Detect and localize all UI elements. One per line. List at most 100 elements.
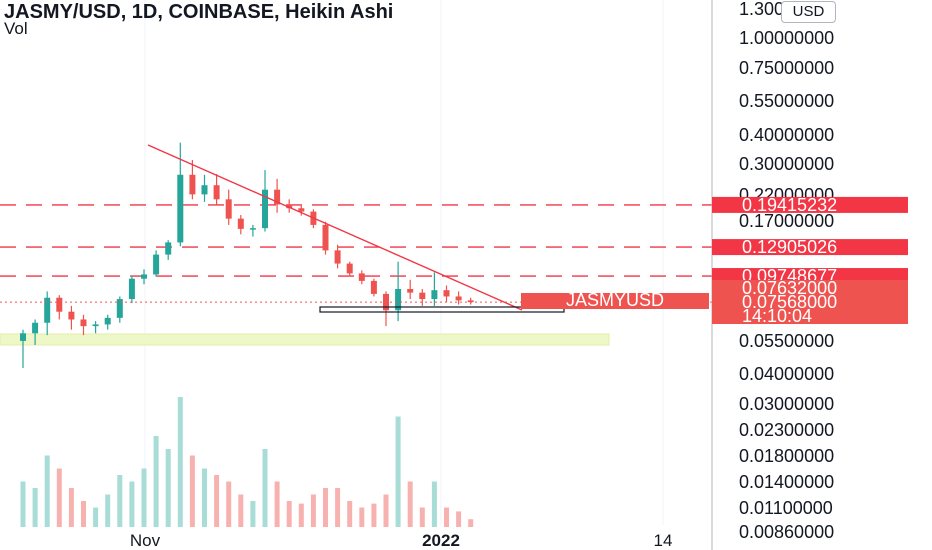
candle-body xyxy=(467,300,474,303)
price-badges: 0.194152320.129050260.097486770.07632000… xyxy=(712,195,908,326)
price-badge xyxy=(712,294,908,310)
candle-body xyxy=(165,242,172,255)
volume-bar xyxy=(153,436,159,527)
volume-bar xyxy=(93,507,99,527)
price-badge-label: 14:10:04 xyxy=(742,306,812,326)
volume-bar xyxy=(383,494,389,527)
volume-bar xyxy=(56,468,62,527)
grid-lines xyxy=(144,0,664,525)
volume-bar xyxy=(238,494,244,527)
candle-body xyxy=(443,290,450,297)
volume-bars xyxy=(20,397,474,527)
support-range-box[interactable] xyxy=(319,306,565,313)
volume-bar xyxy=(274,481,280,527)
volume-bar xyxy=(117,475,123,527)
volume-bar xyxy=(407,481,413,527)
volume-bar xyxy=(250,501,256,527)
volume-bar xyxy=(444,507,449,527)
volume-bar xyxy=(165,449,171,527)
volume-bar xyxy=(129,481,135,527)
volume-label[interactable]: Vol xyxy=(4,19,28,38)
price-badge xyxy=(712,280,908,296)
candle-body xyxy=(80,319,87,327)
volume-bar xyxy=(105,494,111,527)
candle-body xyxy=(395,288,402,311)
price-tick-label: 0.04000000 xyxy=(739,364,834,384)
candle-body xyxy=(334,250,341,264)
candle-body xyxy=(225,199,232,219)
volume-bar xyxy=(68,488,74,527)
candle-body xyxy=(262,189,268,229)
price-tick-label: 0.75000000 xyxy=(739,58,834,78)
price-badge xyxy=(712,196,908,213)
price-tick-label: 0.01400000 xyxy=(739,472,834,492)
time-tick-label: 2022 xyxy=(422,531,460,550)
volume-bar xyxy=(298,503,304,527)
price-badge-label: 0.07568000 xyxy=(742,292,837,312)
price-badge xyxy=(712,239,908,256)
volume-bar xyxy=(359,507,365,527)
price-tick-label: 0.02300000 xyxy=(739,420,834,440)
candle-body xyxy=(44,297,51,323)
volume-bar xyxy=(468,519,474,527)
candle-body xyxy=(249,228,256,230)
volume-bar xyxy=(335,488,341,527)
candle-body xyxy=(128,278,135,300)
price-tick-label: 0.40000000 xyxy=(739,125,834,145)
time-axis[interactable]: Nov 2022 14 xyxy=(130,531,673,550)
price-tick-label: 0.01800000 xyxy=(739,446,834,466)
horizontal-levels[interactable] xyxy=(0,204,712,277)
candle-body xyxy=(274,189,281,205)
candle-body xyxy=(298,208,305,212)
candle-body xyxy=(213,185,220,200)
currency-button[interactable]: USD xyxy=(781,1,836,23)
volume-bar xyxy=(44,455,50,527)
support-zone[interactable] xyxy=(0,333,610,346)
candle-body xyxy=(455,296,462,301)
volume-bar xyxy=(431,481,437,527)
price-tick-label: 0.30000000 xyxy=(739,154,834,174)
volume-bar xyxy=(81,501,86,527)
price-tick-label: 0.01100000 xyxy=(739,498,833,518)
candle-body xyxy=(286,204,293,209)
volume-bar xyxy=(189,455,195,527)
volume-bar xyxy=(262,449,268,527)
candle-body xyxy=(116,299,123,318)
volume-bar xyxy=(141,468,147,527)
candle-body xyxy=(104,317,111,325)
candle-body xyxy=(419,292,426,300)
price-tick-label: 1.00000000 xyxy=(739,28,834,48)
time-tick-label: Nov xyxy=(130,531,161,550)
price-tick-label: 0.55000000 xyxy=(739,91,834,111)
candle-body xyxy=(141,274,147,279)
candle-body xyxy=(370,280,377,294)
candle-body xyxy=(189,174,196,195)
candle-body xyxy=(431,290,438,300)
price-tick-label: 0.03000000 xyxy=(739,394,834,414)
price-tick-label: 0.05500000 xyxy=(739,331,834,351)
volume-bar xyxy=(214,475,220,527)
volume-bar xyxy=(371,503,377,527)
price-badge-label: 0.12905026 xyxy=(742,237,837,257)
price-badge-label: 0.19415232 xyxy=(742,195,837,215)
volume-bar xyxy=(32,488,38,527)
volume-bar xyxy=(395,416,401,527)
chart-title[interactable]: JASMY/USD, 1D, COINBASE, Heikin Ashi xyxy=(4,1,394,23)
candle-body xyxy=(358,273,365,281)
volume-bar xyxy=(202,468,207,527)
symbol-label: JASMYUSD xyxy=(566,290,664,310)
candle-body xyxy=(322,224,329,251)
descending-trendline[interactable] xyxy=(147,144,523,311)
volume-bar xyxy=(456,511,462,527)
price-badge xyxy=(712,308,908,324)
candle-body xyxy=(407,288,414,293)
candle-body xyxy=(20,333,26,341)
candle-body xyxy=(201,185,208,195)
candle-body xyxy=(32,322,39,334)
candle-body xyxy=(56,297,63,312)
price-tick-label: 0.17000000 xyxy=(739,211,834,231)
price-badge-label: 0.07632000 xyxy=(742,278,837,298)
candle-body xyxy=(68,311,75,320)
